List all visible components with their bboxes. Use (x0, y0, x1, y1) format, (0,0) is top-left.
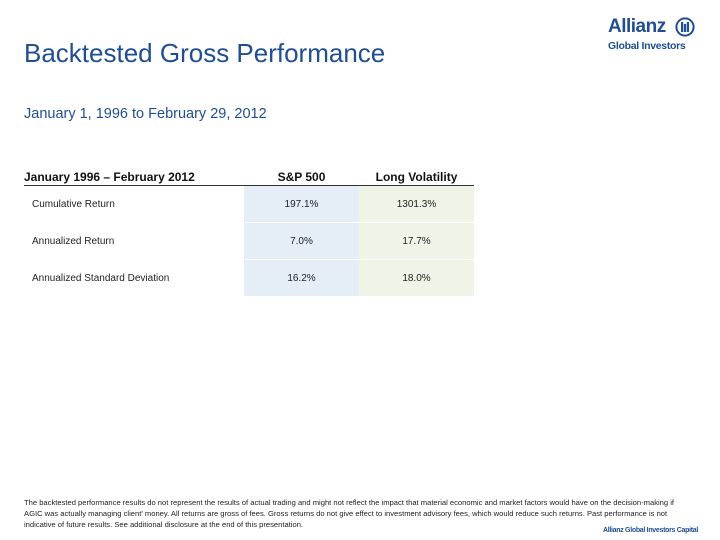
table-header-row: January 1996 – February 2012 S&P 500 Lon… (24, 168, 474, 186)
sp500-value: 16.2% (244, 259, 359, 297)
header-sp500: S&P 500 (244, 168, 359, 186)
row-label: Cumulative Return (24, 185, 244, 223)
logo-subtitle-text: Global Investors (608, 40, 686, 52)
footer-brand: Allianz Global Investors Capital (602, 527, 698, 534)
long-volatility-value: 18.0% (359, 259, 474, 297)
table-row: Annualized Standard Deviation 16.2% 18.0… (24, 259, 474, 297)
sp500-value: 197.1% (244, 185, 359, 223)
logo-brand-text: Allianz (608, 16, 666, 37)
long-volatility-value: 17.7% (359, 222, 474, 260)
header-long-volatility: Long Volatility (359, 168, 474, 186)
slide-title: Backtested Gross Performance (24, 38, 386, 68)
row-label: Annualized Return (24, 222, 244, 260)
disclaimer-text: The backtested performance results do no… (24, 498, 675, 529)
table-row: Cumulative Return 197.1% 1301.3% (24, 185, 474, 223)
date-range-subtitle: January 1, 1996 to February 29, 2012 (24, 106, 267, 122)
performance-table: January 1996 – February 2012 S&P 500 Lon… (24, 168, 474, 297)
allianz-eagle-icon (675, 17, 695, 37)
header-period: January 1996 – February 2012 (24, 168, 244, 186)
row-label: Annualized Standard Deviation (24, 259, 244, 297)
company-logo: Allianz Global Investors (606, 16, 696, 56)
sp500-value: 7.0% (244, 222, 359, 260)
table-row: Annualized Return 7.0% 17.7% (24, 222, 474, 260)
long-volatility-value: 1301.3% (359, 185, 474, 223)
